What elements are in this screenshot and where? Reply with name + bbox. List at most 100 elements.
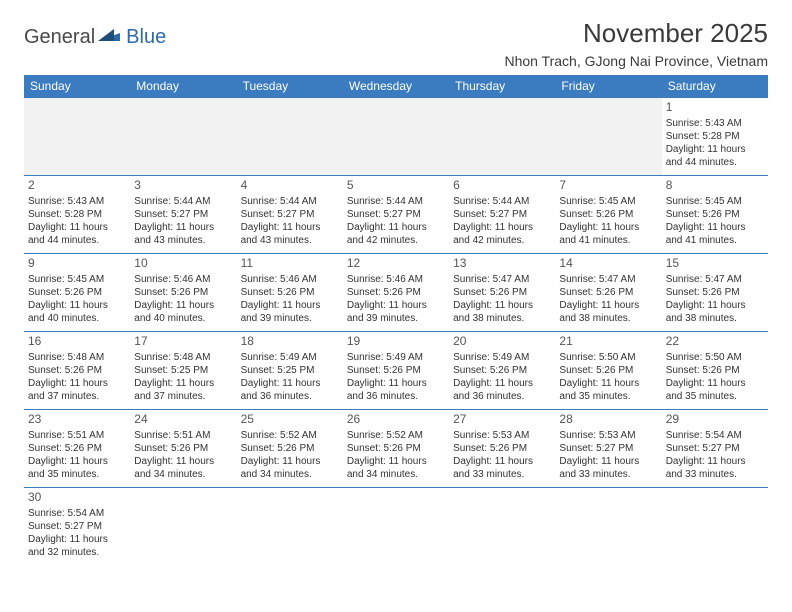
- logo-text-blue: Blue: [126, 26, 166, 49]
- day-detail-dl1: Daylight: 11 hours: [28, 299, 126, 312]
- day-detail-dl2: and 44 minutes.: [28, 234, 126, 247]
- logo-flag-icon: [98, 27, 124, 43]
- calendar-day-cell: 10Sunrise: 5:46 AMSunset: 5:26 PMDayligh…: [130, 254, 236, 332]
- day-detail-sunrise: Sunrise: 5:47 AM: [453, 273, 551, 286]
- day-detail-sunrise: Sunrise: 5:48 AM: [134, 351, 232, 364]
- calendar-day-cell: 18Sunrise: 5:49 AMSunset: 5:25 PMDayligh…: [237, 332, 343, 410]
- day-detail-dl2: and 35 minutes.: [28, 468, 126, 481]
- day-detail-dl1: Daylight: 11 hours: [666, 299, 764, 312]
- day-detail-dl1: Daylight: 11 hours: [134, 377, 232, 390]
- day-detail-dl2: and 36 minutes.: [453, 390, 551, 403]
- day-detail-sunrise: Sunrise: 5:49 AM: [241, 351, 339, 364]
- calendar-day-cell: 4Sunrise: 5:44 AMSunset: 5:27 PMDaylight…: [237, 176, 343, 254]
- weekday-header: Friday: [555, 75, 661, 98]
- day-detail-dl1: Daylight: 11 hours: [453, 377, 551, 390]
- day-detail-dl2: and 41 minutes.: [666, 234, 764, 247]
- day-detail-dl2: and 38 minutes.: [453, 312, 551, 325]
- day-detail-dl1: Daylight: 11 hours: [666, 455, 764, 468]
- day-detail-sunset: Sunset: 5:26 PM: [559, 208, 657, 221]
- day-detail-dl1: Daylight: 11 hours: [347, 377, 445, 390]
- day-detail-sunset: Sunset: 5:26 PM: [453, 364, 551, 377]
- day-detail-dl1: Daylight: 11 hours: [347, 455, 445, 468]
- day-number: 17: [134, 334, 232, 350]
- day-detail-sunrise: Sunrise: 5:44 AM: [241, 195, 339, 208]
- day-detail-sunset: Sunset: 5:27 PM: [134, 208, 232, 221]
- day-detail-dl1: Daylight: 11 hours: [559, 221, 657, 234]
- calendar-day-cell: 28Sunrise: 5:53 AMSunset: 5:27 PMDayligh…: [555, 410, 661, 488]
- calendar-day-cell: 11Sunrise: 5:46 AMSunset: 5:26 PMDayligh…: [237, 254, 343, 332]
- day-detail-sunrise: Sunrise: 5:45 AM: [28, 273, 126, 286]
- day-detail-dl1: Daylight: 11 hours: [241, 221, 339, 234]
- day-number: 24: [134, 412, 232, 428]
- day-number: 3: [134, 178, 232, 194]
- day-detail-sunrise: Sunrise: 5:53 AM: [453, 429, 551, 442]
- day-detail-dl2: and 33 minutes.: [666, 468, 764, 481]
- calendar-day-cell: 15Sunrise: 5:47 AMSunset: 5:26 PMDayligh…: [662, 254, 768, 332]
- calendar-day-cell: 24Sunrise: 5:51 AMSunset: 5:26 PMDayligh…: [130, 410, 236, 488]
- day-detail-sunrise: Sunrise: 5:47 AM: [559, 273, 657, 286]
- day-number: 25: [241, 412, 339, 428]
- calendar-day-cell: 22Sunrise: 5:50 AMSunset: 5:26 PMDayligh…: [662, 332, 768, 410]
- day-number: 10: [134, 256, 232, 272]
- calendar-day-cell: 3Sunrise: 5:44 AMSunset: 5:27 PMDaylight…: [130, 176, 236, 254]
- calendar-day-cell: 6Sunrise: 5:44 AMSunset: 5:27 PMDaylight…: [449, 176, 555, 254]
- day-detail-sunset: Sunset: 5:25 PM: [134, 364, 232, 377]
- calendar-day-cell: [130, 488, 236, 566]
- calendar-day-cell: 27Sunrise: 5:53 AMSunset: 5:26 PMDayligh…: [449, 410, 555, 488]
- day-number: 14: [559, 256, 657, 272]
- day-detail-dl2: and 37 minutes.: [28, 390, 126, 403]
- day-detail-sunset: Sunset: 5:26 PM: [347, 364, 445, 377]
- day-number: 11: [241, 256, 339, 272]
- calendar-day-cell: 13Sunrise: 5:47 AMSunset: 5:26 PMDayligh…: [449, 254, 555, 332]
- calendar-week-row: 23Sunrise: 5:51 AMSunset: 5:26 PMDayligh…: [24, 410, 768, 488]
- day-detail-dl1: Daylight: 11 hours: [453, 221, 551, 234]
- calendar-day-cell: 9Sunrise: 5:45 AMSunset: 5:26 PMDaylight…: [24, 254, 130, 332]
- day-detail-sunrise: Sunrise: 5:46 AM: [347, 273, 445, 286]
- day-number: 4: [241, 178, 339, 194]
- day-detail-sunrise: Sunrise: 5:52 AM: [347, 429, 445, 442]
- day-detail-dl2: and 33 minutes.: [559, 468, 657, 481]
- day-detail-sunset: Sunset: 5:28 PM: [666, 130, 764, 143]
- calendar-day-cell: [343, 488, 449, 566]
- calendar-day-cell: [237, 98, 343, 176]
- day-detail-sunset: Sunset: 5:26 PM: [28, 364, 126, 377]
- day-number: 9: [28, 256, 126, 272]
- day-detail-dl1: Daylight: 11 hours: [134, 221, 232, 234]
- day-detail-dl1: Daylight: 11 hours: [347, 221, 445, 234]
- calendar-day-cell: 1Sunrise: 5:43 AMSunset: 5:28 PMDaylight…: [662, 98, 768, 176]
- day-detail-sunset: Sunset: 5:26 PM: [241, 442, 339, 455]
- day-detail-sunset: Sunset: 5:26 PM: [134, 442, 232, 455]
- day-detail-dl2: and 34 minutes.: [134, 468, 232, 481]
- calendar-week-row: 9Sunrise: 5:45 AMSunset: 5:26 PMDaylight…: [24, 254, 768, 332]
- calendar-day-cell: 19Sunrise: 5:49 AMSunset: 5:26 PMDayligh…: [343, 332, 449, 410]
- day-detail-sunrise: Sunrise: 5:45 AM: [559, 195, 657, 208]
- day-detail-sunset: Sunset: 5:26 PM: [347, 286, 445, 299]
- calendar-day-cell: 23Sunrise: 5:51 AMSunset: 5:26 PMDayligh…: [24, 410, 130, 488]
- calendar-day-cell: [662, 488, 768, 566]
- day-number: 7: [559, 178, 657, 194]
- day-detail-sunset: Sunset: 5:26 PM: [347, 442, 445, 455]
- calendar-day-cell: [555, 488, 661, 566]
- day-detail-sunset: Sunset: 5:26 PM: [453, 442, 551, 455]
- location-subtitle: Nhon Trach, GJong Nai Province, Vietnam: [504, 53, 768, 69]
- day-detail-dl2: and 34 minutes.: [347, 468, 445, 481]
- calendar-day-cell: 8Sunrise: 5:45 AMSunset: 5:26 PMDaylight…: [662, 176, 768, 254]
- day-detail-dl2: and 44 minutes.: [666, 156, 764, 169]
- calendar-day-cell: 30Sunrise: 5:54 AMSunset: 5:27 PMDayligh…: [24, 488, 130, 566]
- day-detail-dl1: Daylight: 11 hours: [666, 377, 764, 390]
- day-detail-dl1: Daylight: 11 hours: [666, 221, 764, 234]
- day-detail-dl2: and 43 minutes.: [241, 234, 339, 247]
- day-number: 30: [28, 490, 126, 506]
- day-detail-sunset: Sunset: 5:26 PM: [559, 364, 657, 377]
- day-detail-dl2: and 40 minutes.: [134, 312, 232, 325]
- page-header: General Blue November 2025 Nhon Trach, G…: [24, 18, 768, 69]
- month-title: November 2025: [504, 18, 768, 49]
- day-detail-dl2: and 41 minutes.: [559, 234, 657, 247]
- calendar-day-cell: 21Sunrise: 5:50 AMSunset: 5:26 PMDayligh…: [555, 332, 661, 410]
- day-detail-dl2: and 35 minutes.: [559, 390, 657, 403]
- weekday-row: SundayMondayTuesdayWednesdayThursdayFrid…: [24, 75, 768, 98]
- day-detail-sunrise: Sunrise: 5:47 AM: [666, 273, 764, 286]
- day-detail-sunrise: Sunrise: 5:43 AM: [666, 117, 764, 130]
- day-number: 19: [347, 334, 445, 350]
- day-detail-dl1: Daylight: 11 hours: [347, 299, 445, 312]
